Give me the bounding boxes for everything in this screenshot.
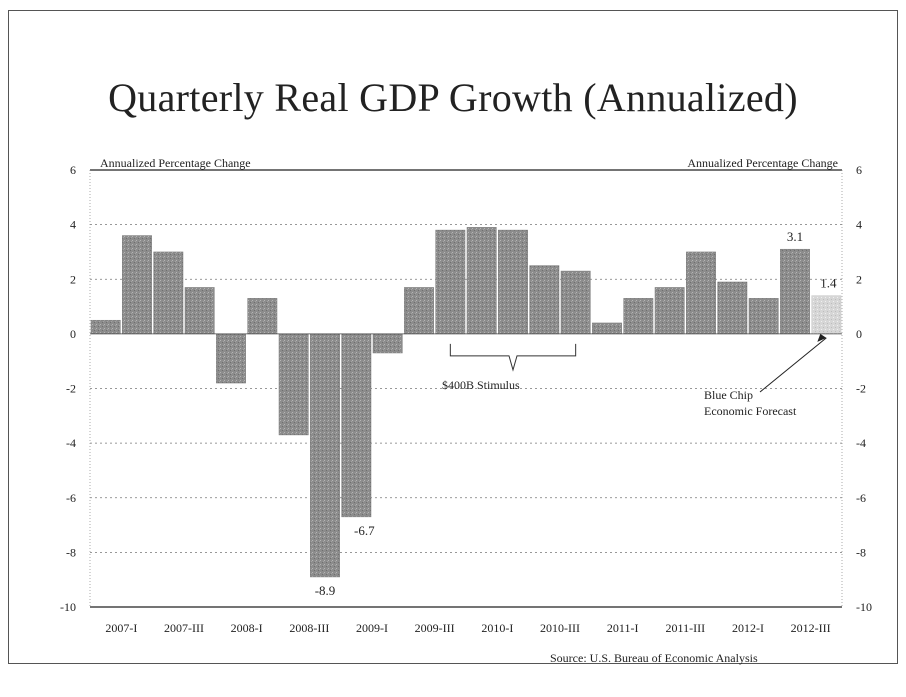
data-label: -6.7 — [354, 523, 375, 538]
bar-2009-III — [404, 287, 434, 335]
y-tick-right: 2 — [856, 272, 862, 286]
bar-2007-III — [153, 251, 184, 335]
bar-2008-III — [278, 333, 309, 436]
x-tick-label: 2008-III — [289, 621, 329, 635]
x-tick-label: 2010-I — [481, 621, 513, 635]
y-tick-right: -2 — [856, 382, 866, 396]
y-tick-right: 0 — [856, 327, 862, 341]
source-note: Source: U.S. Bureau of Economic Analysis — [550, 651, 758, 665]
y-tick-left: -2 — [66, 382, 76, 396]
bar-2012-I — [717, 281, 748, 335]
y-axis-label-left: Annualized Percentage Change — [100, 156, 251, 170]
data-label: -8.9 — [315, 583, 336, 598]
forecast-annotation: Blue Chip Economic Forecast — [704, 387, 844, 419]
bar-2012-II — [748, 298, 779, 335]
data-label: 3.1 — [787, 229, 803, 244]
y-tick-right: -6 — [856, 491, 866, 505]
chart-title: Quarterly Real GDP Growth (Annualized) — [108, 75, 798, 120]
y-tick-right: -10 — [856, 600, 872, 614]
bar-2008-II — [247, 298, 278, 335]
x-tick-label: 2007-I — [105, 621, 137, 635]
y-tick-right: -4 — [856, 436, 866, 450]
bar-2009-II — [372, 333, 403, 354]
bar-2007-I — [90, 319, 121, 335]
bar-2009-I — [341, 333, 372, 518]
stimulus-bracket — [449, 343, 577, 372]
y-tick-left: 6 — [70, 163, 76, 177]
y-tick-left: -4 — [66, 436, 76, 450]
tick-labels: 6 6 4 4 2 2 0 0 -2 -2 -4 -4 -6 -6 -8 -8 -10 -10 2007-I 2007… — [60, 163, 872, 635]
bar-2008-I — [216, 333, 246, 384]
x-tick-label: 2010-III — [540, 621, 580, 635]
annotation-marks — [449, 333, 827, 393]
y-axis-label-right: Annualized Percentage Change — [687, 156, 838, 170]
bar-2010-IV — [560, 270, 591, 335]
bar-2010-III — [529, 265, 560, 335]
x-tick-label: 2009-I — [356, 621, 388, 635]
bar-2007-II — [122, 235, 152, 335]
x-tick-label: 2011-I — [607, 621, 639, 635]
axes — [89, 169, 843, 608]
x-tick-label: 2008-I — [231, 621, 263, 635]
forecast-annotation-line-2: Economic Forecast — [704, 404, 797, 418]
bar-2008-IV — [310, 333, 340, 578]
bar-2012-III — [780, 248, 810, 335]
forecast-annotation-line-1: Blue Chip — [704, 388, 754, 402]
y-tick-left: -8 — [66, 545, 76, 559]
bar-2011-I — [592, 322, 622, 335]
bars — [90, 227, 842, 578]
slide-frame — [8, 10, 898, 664]
y-tick-right: 6 — [856, 163, 862, 177]
y-tick-left: -6 — [66, 491, 76, 505]
bar-2011-III — [654, 287, 685, 335]
bar-2012-IV — [811, 295, 842, 335]
bar-2007-IV — [184, 287, 215, 335]
y-tick-left: 4 — [70, 218, 76, 232]
bar-2011-IV — [686, 251, 716, 335]
y-tick-right: 4 — [856, 218, 862, 232]
bar-2009-IV — [435, 229, 466, 335]
y-tick-right: -8 — [856, 545, 866, 559]
x-tick-label: 2009-III — [415, 621, 455, 635]
y-tick-left: 2 — [70, 272, 76, 286]
bar-2010-I — [466, 227, 497, 335]
x-tick-label: 2007-III — [164, 621, 204, 635]
stimulus-annotation: $400B Stimulus — [442, 378, 520, 392]
y-tick-left: 0 — [70, 327, 76, 341]
forecast-arrowhead — [817, 333, 827, 342]
grid-lines — [90, 224, 842, 553]
x-tick-label: 2012-III — [791, 621, 831, 635]
forecast-arrow — [759, 337, 827, 393]
x-tick-label: 2012-I — [732, 621, 764, 635]
bar-2010-II — [498, 229, 528, 335]
x-tick-label: 2011-III — [666, 621, 706, 635]
data-label: 1.4 — [820, 276, 837, 291]
y-tick-left: -10 — [60, 600, 76, 614]
bar-2011-II — [623, 298, 654, 335]
